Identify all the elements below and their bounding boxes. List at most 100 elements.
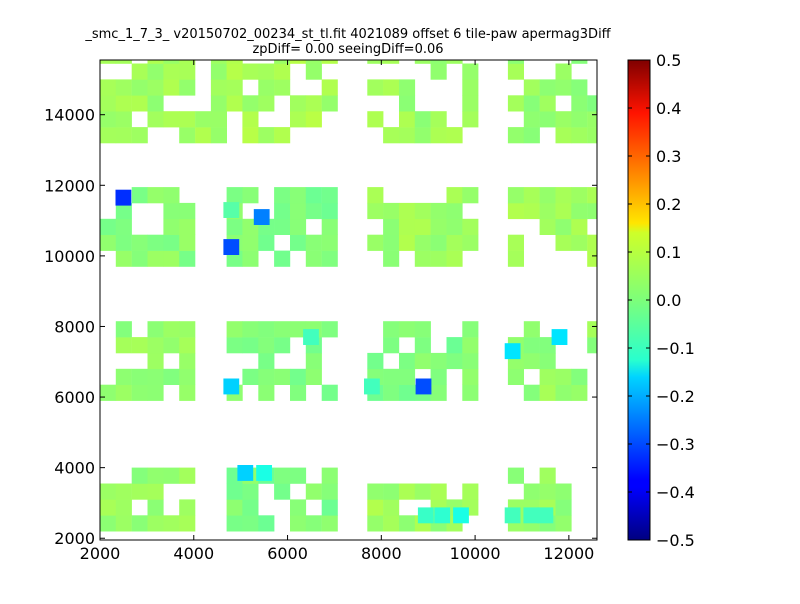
heatmap-cell xyxy=(383,384,400,401)
colorbar-tick-label: 0.0 xyxy=(656,291,681,310)
heatmap-cell xyxy=(163,187,180,204)
heatmap-cell xyxy=(367,202,384,220)
heatmap-cell xyxy=(539,111,556,128)
heatmap-cell xyxy=(258,234,275,251)
heatmap-cell xyxy=(414,60,431,64)
heatmap-cell xyxy=(367,79,384,96)
heatmap-cell xyxy=(321,515,338,532)
heatmap-cell xyxy=(523,483,540,500)
heatmap-cell xyxy=(321,250,338,267)
heatmap-cell xyxy=(290,499,307,516)
heatmap-cell xyxy=(383,515,400,532)
heatmap-cell xyxy=(163,218,180,235)
heatmap-cell xyxy=(115,337,132,354)
heatmap-cell xyxy=(523,79,540,96)
heatmap-cell xyxy=(179,368,196,385)
heatmap-cell xyxy=(523,187,540,204)
heatmap-cell xyxy=(446,187,463,204)
heatmap-cell xyxy=(242,499,259,516)
heatmap-cell xyxy=(523,321,540,338)
heatmap-cell xyxy=(274,337,291,354)
heatmap-cell xyxy=(446,202,463,220)
heatmap-cell xyxy=(226,321,243,338)
heatmap-cell xyxy=(179,60,196,64)
heatmap-cell xyxy=(383,321,400,338)
heatmap-cell xyxy=(446,60,463,64)
heatmap-cell xyxy=(305,95,322,112)
heatmap-cell xyxy=(131,250,148,267)
heatmap-cell xyxy=(367,499,384,516)
heatmap-cell xyxy=(539,483,556,500)
heatmap-cell xyxy=(274,467,291,484)
heatmap-cell xyxy=(507,467,524,484)
heatmap-cell xyxy=(163,63,180,80)
heatmap-cell xyxy=(242,250,259,267)
heatmap-cell xyxy=(571,127,588,144)
heatmap-cell xyxy=(210,111,227,128)
heatmap-cell xyxy=(115,515,132,532)
heatmap-cell xyxy=(555,368,572,385)
heatmap-cell xyxy=(321,202,338,220)
heatmap-cell xyxy=(555,187,572,204)
heatmap-cell xyxy=(430,111,447,128)
heatmap-cell xyxy=(507,234,524,251)
heatmap-cell xyxy=(258,384,275,401)
heatmap-cell xyxy=(523,384,540,401)
heatmap-cell xyxy=(523,352,540,370)
heatmap-outlier-cell xyxy=(453,507,469,524)
heatmap-outlier-cell xyxy=(303,329,319,345)
heatmap-cell xyxy=(305,234,322,251)
heatmap-cell xyxy=(383,127,400,144)
heatmap-cell xyxy=(258,63,275,80)
heatmap-cell xyxy=(179,218,196,235)
heatmap-cell xyxy=(179,202,196,220)
heatmap-cell xyxy=(290,234,307,251)
heatmap-cell xyxy=(258,127,275,144)
heatmap-cell xyxy=(523,337,540,354)
heatmap-cell xyxy=(258,515,275,532)
y-axis: 2000 4000 6000 8000 10000 12000 14000 xyxy=(44,106,597,548)
x-tick-label: 6000 xyxy=(267,544,308,563)
heatmap-cell xyxy=(226,187,243,204)
heatmap-cell xyxy=(100,515,117,532)
heatmap-cell xyxy=(131,515,148,532)
heatmap-cell xyxy=(367,187,384,204)
heatmap-cell xyxy=(163,202,180,220)
heatmap-cell xyxy=(399,321,416,338)
heatmap-cell xyxy=(305,250,322,267)
x-tick-label: 12000 xyxy=(543,544,594,563)
heatmap-cell xyxy=(305,483,322,500)
heatmap-cell xyxy=(100,95,117,112)
heatmap-cell xyxy=(147,467,164,484)
y-tick-label: 10000 xyxy=(44,247,95,266)
heatmap-cell xyxy=(399,483,416,500)
heatmap-cell xyxy=(555,384,572,401)
heatmap-cell xyxy=(226,60,243,64)
heatmap-cell xyxy=(507,250,524,267)
heatmap-cell xyxy=(210,127,227,144)
heatmap-cell xyxy=(587,111,598,128)
heatmap-cell xyxy=(383,60,400,64)
heatmap-cell xyxy=(258,337,275,354)
y-tick-label: 12000 xyxy=(44,176,95,195)
heatmap-cell xyxy=(115,60,132,64)
heatmap-cell xyxy=(179,499,196,516)
x-tick-label: 10000 xyxy=(450,544,501,563)
heatmap-cell xyxy=(290,515,307,532)
heatmap-cell xyxy=(399,234,416,251)
heatmap-cell xyxy=(163,515,180,532)
heatmap-outlier-cell xyxy=(223,202,240,218)
x-tick-label: 8000 xyxy=(361,544,402,563)
heatmap-cell xyxy=(571,368,588,385)
heatmap-cell xyxy=(399,384,416,401)
heatmap-cell xyxy=(555,483,572,500)
heatmap-cell xyxy=(414,202,431,220)
heatmap-cell xyxy=(115,321,132,338)
heatmap-outlier-cell xyxy=(237,465,254,481)
heatmap-cell xyxy=(242,321,259,338)
heatmap-cell xyxy=(100,218,117,235)
heatmap-cell xyxy=(115,111,132,128)
y-tick-label: 8000 xyxy=(54,317,95,336)
